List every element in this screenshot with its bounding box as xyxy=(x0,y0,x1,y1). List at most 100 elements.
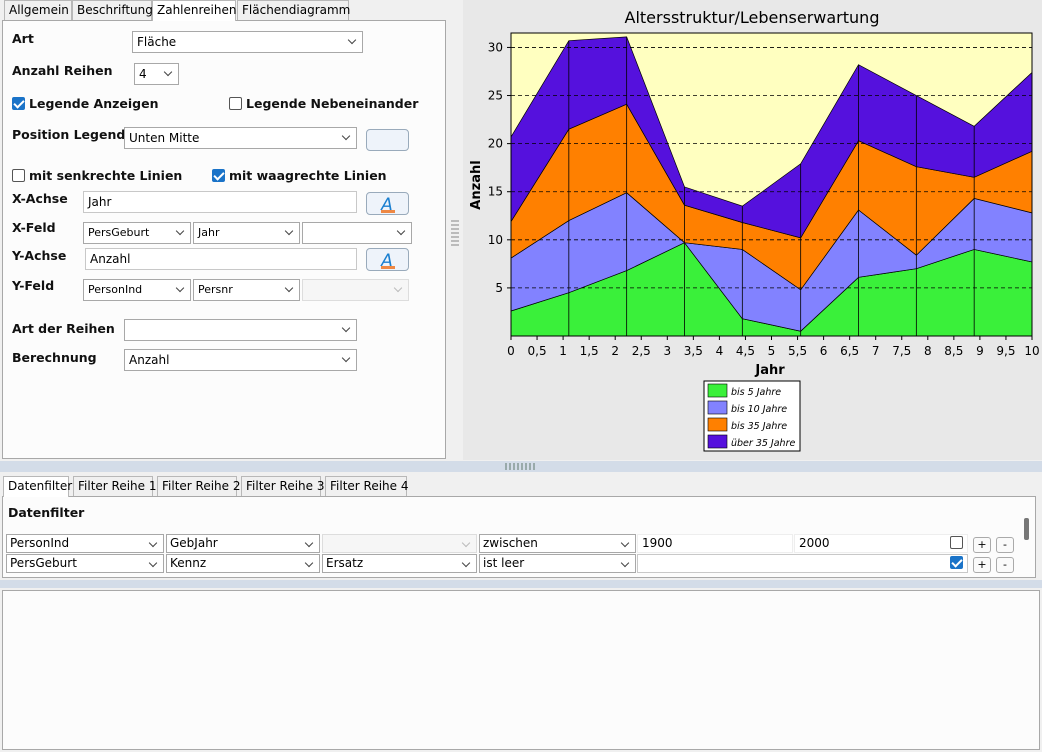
legend-swatch xyxy=(707,434,728,449)
legend-label: über 35 Jahre xyxy=(731,438,795,449)
plot-border xyxy=(510,32,1033,337)
y-tick-label: 20 xyxy=(488,137,503,151)
label: mit senkrechte Linien xyxy=(29,168,183,183)
add-button[interactable]: + xyxy=(973,537,991,553)
label: Anzahl Reihen xyxy=(12,63,113,78)
label: X-Achse xyxy=(12,191,68,206)
label: Berechnung xyxy=(12,350,97,365)
text-input[interactable]: 1900 xyxy=(637,534,793,553)
x-tick-label: 6,5 xyxy=(840,344,859,358)
checkbox[interactable] xyxy=(12,97,25,110)
tab[interactable]: Allgemein xyxy=(4,0,72,20)
splitter-grip xyxy=(505,463,537,470)
dropdown[interactable]: PersGeburt xyxy=(6,554,164,573)
label: Position Legende xyxy=(12,127,134,142)
y-tick-label: 25 xyxy=(488,89,503,103)
font-icon: A xyxy=(380,251,395,271)
remove-button[interactable]: - xyxy=(996,557,1014,573)
x-axis-label: Jahr xyxy=(754,363,785,378)
x-tick-label: 8 xyxy=(924,344,932,358)
y-axis-label: Anzahl xyxy=(469,160,484,209)
splitter[interactable] xyxy=(451,220,459,246)
dropdown[interactable]: PersonInd xyxy=(83,279,191,301)
font-button[interactable]: A xyxy=(366,192,409,215)
dropdown[interactable]: PersonInd xyxy=(6,534,164,553)
text-input[interactable]: 2000 xyxy=(794,534,968,553)
chart: Altersstruktur/Lebenserwartung Anzahl Ja… xyxy=(463,0,1042,460)
x-tick-label: 3,5 xyxy=(684,344,703,358)
x-tick-label: 9,5 xyxy=(996,344,1015,358)
label: Art der Reihen xyxy=(12,321,115,336)
x-tick-label: 0,5 xyxy=(528,344,547,358)
label: Y-Feld xyxy=(12,278,55,293)
dropdown[interactable]: PersGeburt xyxy=(83,222,191,244)
dropdown xyxy=(322,534,477,553)
x-tick-label: 9 xyxy=(976,344,984,358)
label: Legende Nebeneinander xyxy=(246,96,419,111)
checkbox[interactable] xyxy=(12,169,25,182)
legend-swatch xyxy=(707,383,728,398)
tab[interactable]: Filter Reihe 4 xyxy=(325,476,409,496)
tab[interactable]: Flächendiagramm xyxy=(237,0,350,20)
x-tick-label: 8,5 xyxy=(944,344,963,358)
legend-label: bis 5 Jahre xyxy=(731,387,781,398)
splitter[interactable] xyxy=(0,580,1042,588)
dropdown[interactable]: Anzahl xyxy=(124,349,357,371)
tab[interactable]: Filter Reihe 2 xyxy=(157,476,241,496)
panel-title: Datenfilter xyxy=(8,505,85,520)
dropdown[interactable]: Fläche xyxy=(132,31,363,53)
dropdown[interactable]: Jahr xyxy=(193,222,300,244)
dropdown[interactable] xyxy=(302,222,412,244)
checkbox[interactable] xyxy=(950,556,963,569)
checkbox[interactable] xyxy=(212,169,225,182)
dropdown[interactable]: Persnr xyxy=(193,279,300,301)
legend-swatch xyxy=(707,417,728,432)
dropdown[interactable]: ist leer xyxy=(479,554,636,573)
remove-button[interactable]: - xyxy=(996,537,1014,553)
x-tick-label: 10 xyxy=(1024,344,1039,358)
legend-label: bis 35 Jahre xyxy=(731,421,787,432)
tab[interactable]: Zahlenreihen xyxy=(152,0,236,21)
tab[interactable]: Beschriftung xyxy=(72,0,153,20)
dropdown[interactable] xyxy=(124,319,357,341)
dropdown[interactable]: Unten Mitte xyxy=(124,127,357,149)
text-input[interactable]: Anzahl xyxy=(85,248,357,270)
dropdown[interactable]: 4 xyxy=(134,63,179,85)
x-tick-label: 5,5 xyxy=(788,344,807,358)
x-tick-label: 5 xyxy=(768,344,776,358)
y-tick-label: 30 xyxy=(488,40,503,54)
add-button[interactable]: + xyxy=(973,557,991,573)
x-tick-label: 6 xyxy=(820,344,828,358)
label: Y-Achse xyxy=(12,248,67,263)
label: Legende Anzeigen xyxy=(29,96,159,111)
legend-label: bis 10 Jahre xyxy=(731,404,787,415)
font-button[interactable]: A xyxy=(366,248,409,271)
label: mit waagrechte Linien xyxy=(229,168,387,183)
dropdown[interactable]: GebJahr xyxy=(166,534,320,553)
x-tick-label: 7 xyxy=(872,344,880,358)
empty-panel xyxy=(2,590,1040,750)
tab[interactable]: Filter Reihe 1 xyxy=(73,476,157,496)
x-tick-label: 7,5 xyxy=(892,344,911,358)
dropdown[interactable]: zwischen xyxy=(479,534,636,553)
legend-swatch xyxy=(707,400,728,415)
tab[interactable]: Datenfilter xyxy=(3,476,72,497)
x-tick-label: 4 xyxy=(716,344,724,358)
scrollbar[interactable] xyxy=(1024,518,1029,540)
dropdown[interactable]: Kennz xyxy=(166,554,320,573)
x-tick-label: 3 xyxy=(663,344,671,358)
x-tick-label: 2,5 xyxy=(632,344,651,358)
x-tick-label: 1 xyxy=(559,344,567,358)
chart-title: Altersstruktur/Lebenserwartung xyxy=(625,8,880,27)
x-tick-label: 1,5 xyxy=(580,344,599,358)
label: Art xyxy=(12,31,34,46)
text-input[interactable] xyxy=(637,554,968,573)
checkbox[interactable] xyxy=(229,97,242,110)
color-button[interactable] xyxy=(366,129,409,151)
checkbox[interactable] xyxy=(950,536,963,549)
text-input[interactable]: Jahr xyxy=(83,191,357,213)
dropdown[interactable]: Ersatz xyxy=(322,554,477,573)
tab[interactable]: Filter Reihe 3 xyxy=(241,476,325,496)
label: X-Feld xyxy=(12,220,56,235)
